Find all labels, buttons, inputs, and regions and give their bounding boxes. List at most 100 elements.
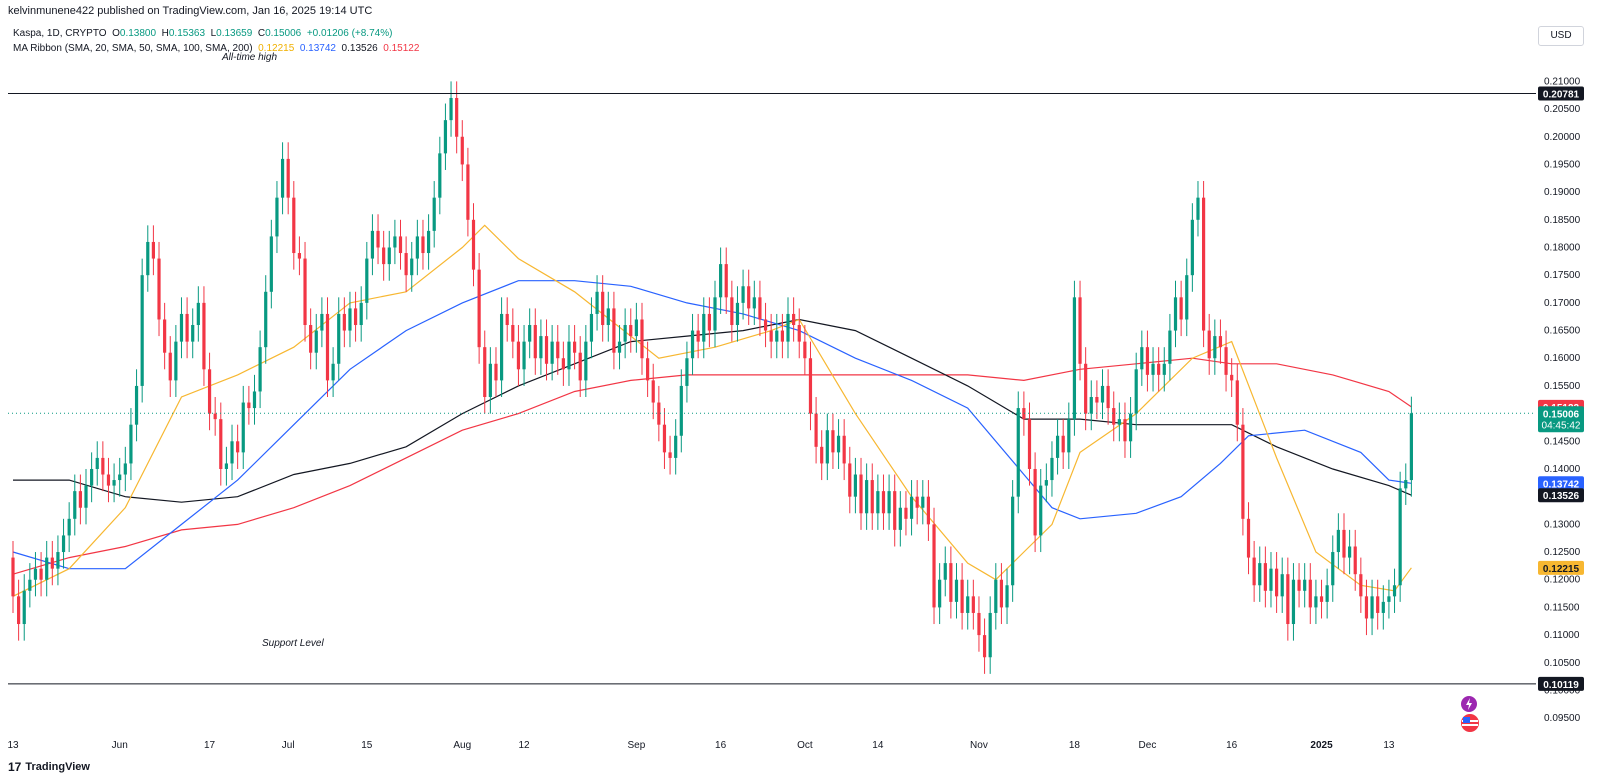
tradingview-brand[interactable]: 17 TradingView — [8, 760, 90, 774]
candle-body — [747, 286, 751, 309]
candle-body — [471, 219, 476, 270]
candle-body — [853, 474, 857, 497]
candle-body — [578, 352, 582, 381]
last-price-label: 0.15006 — [1543, 409, 1580, 420]
candle-body — [11, 557, 15, 597]
candle-body — [118, 474, 122, 481]
candle-body — [876, 491, 880, 514]
candle-body — [1325, 585, 1329, 602]
candle-body — [1162, 363, 1166, 375]
price-tick-label: 0.18000 — [1544, 242, 1581, 253]
candle-body — [1275, 568, 1279, 597]
candle-body — [1331, 552, 1335, 586]
candle-body — [865, 480, 869, 514]
candle-body — [258, 347, 262, 392]
candle-body — [1348, 546, 1352, 558]
candle-body — [455, 97, 459, 137]
candle-body — [1258, 563, 1262, 586]
price-tick-label: 0.16000 — [1544, 353, 1581, 364]
candle-body — [977, 612, 981, 636]
candle-body — [814, 413, 818, 447]
candle-body — [640, 319, 644, 359]
candle-body — [483, 347, 487, 397]
date-tick-label: Dec — [1139, 740, 1157, 751]
ma-price-tag — [1538, 560, 1584, 575]
candle-body — [1179, 297, 1183, 320]
candle-body — [1095, 397, 1099, 403]
candle-body — [33, 568, 38, 580]
candle-body — [803, 341, 807, 359]
candle-body — [353, 308, 358, 326]
candle-body — [634, 319, 638, 337]
candle-body — [994, 579, 998, 613]
sma200-line — [12, 357, 1412, 575]
candle-body — [646, 358, 650, 381]
date-tick-label: 14 — [872, 740, 884, 751]
candle-body — [151, 241, 155, 259]
open-value: 0.13800 — [119, 28, 157, 39]
date-tick-label: 18 — [1069, 740, 1081, 751]
candle-body — [730, 297, 734, 326]
candle-body — [50, 557, 54, 569]
date-tick-label: 2025 — [1310, 740, 1333, 751]
candle-body — [78, 491, 82, 508]
tradingview-logo-icon: 17 — [8, 760, 22, 774]
candle-body — [831, 430, 835, 453]
candle-body — [73, 491, 77, 519]
price-tick-label: 0.17000 — [1544, 298, 1581, 309]
candle-body — [719, 264, 723, 298]
candle-body — [567, 341, 571, 370]
sma100-line — [13, 318, 1412, 503]
price-tick-label: 0.13000 — [1544, 519, 1581, 530]
candle-body — [966, 596, 970, 613]
candle-body — [1286, 574, 1290, 625]
candle-body — [1039, 485, 1043, 536]
candle-body — [1050, 457, 1054, 481]
candle-body — [309, 325, 313, 353]
candle-body — [168, 352, 172, 381]
candle-body — [45, 557, 49, 580]
candle-body — [1190, 219, 1194, 276]
us-flag-icon[interactable] — [1461, 714, 1479, 732]
candle-body — [516, 341, 521, 370]
symbol-name[interactable]: Kaspa, 1D, CRYPTO — [13, 28, 107, 39]
candle-body — [292, 197, 296, 254]
currency-button[interactable]: USD — [1538, 26, 1584, 46]
candle-body — [893, 491, 897, 530]
candle-body — [213, 413, 217, 420]
candle-body — [915, 496, 919, 508]
lightning-icon[interactable] — [1461, 696, 1477, 712]
candle-body — [264, 291, 268, 348]
candle-body — [898, 507, 902, 530]
candle-body — [522, 341, 526, 370]
price-tick-label: 0.19000 — [1544, 187, 1581, 198]
ma-ribbon-legend-row[interactable]: MA Ribbon (SMA, 20, SMA, 50, SMA, 100, S… — [13, 41, 419, 56]
ma-price-label: 0.12215 — [1543, 564, 1580, 575]
ma-price-label: 0.13526 — [1543, 491, 1580, 502]
ma-price-label: 0.13742 — [1543, 479, 1580, 490]
high-value: 0.15363 — [168, 28, 206, 39]
candle-body — [252, 391, 257, 409]
price-tick-label: 0.10000 — [1544, 685, 1581, 696]
candle-body — [140, 275, 144, 386]
candle-body — [398, 236, 403, 254]
low-value: 0.13659 — [216, 28, 253, 39]
candle-body — [382, 247, 386, 265]
candle-body — [269, 236, 273, 292]
candle-body — [123, 463, 127, 475]
date-tick-label: Jun — [112, 740, 128, 751]
candle-body — [1224, 347, 1228, 375]
candle-body — [134, 385, 139, 425]
ma-ribbon-label[interactable]: MA Ribbon (SMA, 20, SMA, 50, SMA, 100, S… — [13, 43, 253, 54]
symbol-legend-row[interactable]: Kaspa, 1D, CRYPTO O0.13800 H0.15363 L0.1… — [13, 28, 393, 39]
candle-body — [90, 468, 94, 486]
candle-body — [359, 302, 363, 326]
candle-body — [573, 341, 577, 353]
candle-body — [1106, 385, 1110, 409]
candle-body — [550, 341, 554, 364]
candle-body — [421, 236, 425, 254]
candle-body — [314, 330, 318, 353]
candle-body — [191, 325, 195, 342]
candle-body — [185, 313, 189, 342]
